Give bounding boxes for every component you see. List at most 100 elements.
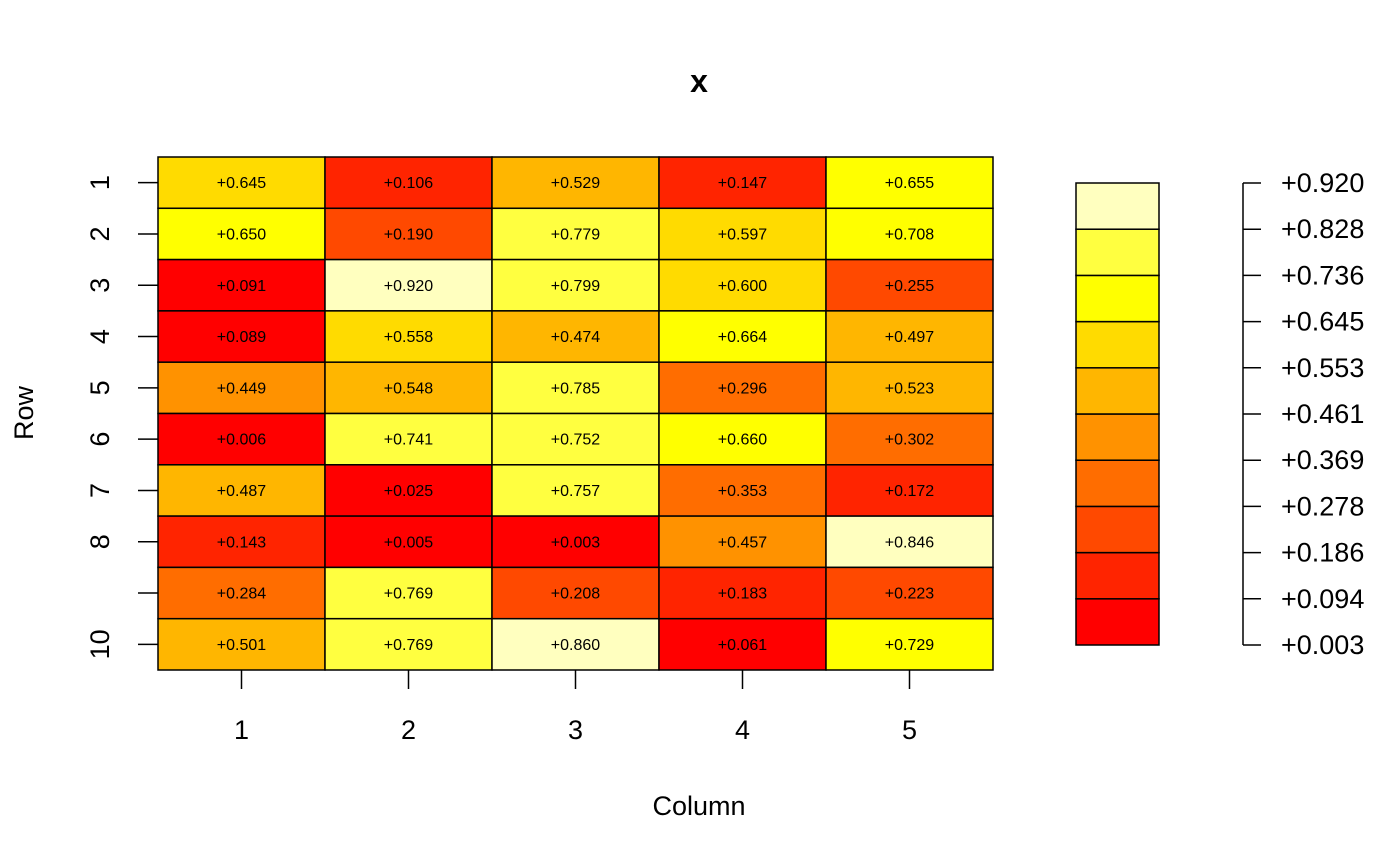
heatmap-cell: [658, 258, 827, 312]
x-axis-title: Column: [652, 791, 745, 821]
cell-value-label: +0.708: [885, 226, 934, 243]
cell-value-label: +0.172: [885, 483, 934, 500]
cell-value-label: +0.741: [384, 432, 433, 449]
x-tick-label: 3: [568, 715, 583, 745]
cell-value-label: +0.353: [718, 483, 767, 500]
color-scale-tick-label: +0.186: [1281, 538, 1364, 568]
heatmap-cell: [491, 566, 660, 620]
heatmap-cell: [157, 464, 326, 517]
cell-value-label: +0.650: [217, 226, 266, 243]
cell-value-label: +0.255: [885, 278, 934, 295]
y-tick-label: 5: [85, 380, 115, 395]
cell-value-label: +0.223: [885, 586, 934, 603]
color-scale-tick-label: +0.094: [1281, 584, 1364, 614]
heatmap-cell: [324, 361, 493, 415]
cell-value-label: +0.597: [718, 226, 767, 243]
cell-value-label: +0.757: [551, 483, 600, 500]
y-tick-label: 6: [85, 432, 115, 447]
color-scale-tick-label: +0.828: [1281, 214, 1364, 244]
cell-value-label: +0.752: [551, 432, 600, 449]
x-tick-label: 5: [902, 715, 917, 745]
cell-value-label: +0.147: [718, 175, 767, 192]
heatmap-cell: [324, 310, 493, 363]
cell-value-label: +0.600: [718, 278, 767, 295]
color-scale-swatch: [1075, 413, 1160, 461]
color-scale-swatch: [1075, 182, 1160, 230]
color-scale-swatch: [1075, 459, 1160, 508]
heatmap-cell: [491, 207, 660, 261]
color-scale-tick-label: +0.003: [1281, 630, 1364, 660]
color-scale-swatch: [1075, 505, 1160, 554]
cell-value-label: +0.501: [217, 637, 266, 654]
y-tick-label: 2: [85, 226, 115, 241]
cell-value-label: +0.655: [885, 175, 934, 192]
color-scale-tick-label: +0.736: [1281, 260, 1364, 290]
color-scale-swatch: [1075, 551, 1160, 600]
cell-value-label: +0.558: [384, 329, 433, 346]
heatmap-cell: [324, 515, 493, 569]
cell-value-label: +0.106: [384, 175, 433, 192]
cell-value-label: +0.664: [718, 329, 767, 346]
color-scale-swatch: [1075, 367, 1160, 415]
heatmap-cell: [825, 361, 994, 415]
cell-value-label: +0.548: [384, 380, 433, 397]
cell-value-label: +0.284: [217, 586, 266, 603]
y-tick-label: 10: [85, 629, 115, 659]
heatmap-cell: [658, 515, 827, 569]
heatmap-cell: [324, 156, 493, 210]
heatmap-cell: [157, 156, 326, 210]
heatmap-cell: [157, 617, 326, 671]
heatmap-cell: [491, 310, 660, 363]
cell-value-label: +0.729: [885, 637, 934, 654]
y-axis-title: Row: [9, 385, 39, 440]
heatmap-cell: [157, 515, 326, 569]
x-tick-label: 2: [401, 715, 416, 745]
cell-value-label: +0.457: [718, 534, 767, 551]
cell-value-label: +0.474: [551, 329, 600, 346]
color-scale-tick-label: +0.461: [1281, 399, 1364, 429]
cell-value-label: +0.449: [217, 380, 266, 397]
cell-value-label: +0.005: [384, 534, 433, 551]
cell-value-label: +0.091: [217, 278, 266, 295]
heatmap-cell: [825, 310, 994, 363]
heatmap-cells: +0.645 +0.106 +0.529 +0.147 +0.655 +0.650 +0.1…: [157, 156, 994, 671]
heatmap-cell: [491, 617, 660, 671]
cell-value-label: +0.208: [551, 586, 600, 603]
color-scale-tick-label: +0.553: [1281, 353, 1364, 383]
color-scale-legend: +0.003 +0.094 +0.186 +0.278 +0.369 +0.461 +0.5…: [1075, 168, 1364, 660]
color-scale-swatch: [1075, 320, 1160, 369]
heatmap-cell: [324, 617, 493, 671]
cell-value-label: +0.302: [885, 432, 934, 449]
color-scale-swatch: [1075, 598, 1160, 646]
cell-value-label: +0.190: [384, 226, 433, 243]
x-axis: 1 2 3 4 5: [234, 670, 917, 745]
color-scale-tick-label: +0.645: [1281, 307, 1364, 337]
heatmap-cell: [658, 617, 827, 671]
cell-value-label: +0.296: [718, 380, 767, 397]
cell-value-label: +0.061: [718, 637, 767, 654]
cell-value-label: +0.920: [384, 278, 433, 295]
heatmap-cell: [825, 617, 994, 671]
cell-value-label: +0.769: [384, 637, 433, 654]
y-tick-label: 1: [85, 175, 115, 190]
x-tick-label: 1: [234, 715, 249, 745]
y-tick-label: 8: [85, 534, 115, 549]
heatmap-cell: [825, 207, 994, 261]
y-tick-label: 3: [85, 278, 115, 293]
y-tick-label: 7: [85, 483, 115, 498]
chart-title: x: [690, 63, 708, 99]
cell-value-label: +0.523: [885, 380, 934, 397]
cell-value-label: +0.025: [384, 483, 433, 500]
heatmap-cell: [658, 310, 827, 363]
cell-value-label: +0.645: [217, 175, 266, 192]
cell-value-label: +0.846: [885, 534, 934, 551]
x-tick-label: 4: [735, 715, 750, 745]
heatmap-cell: [324, 566, 493, 620]
color-scale-swatch: [1075, 274, 1160, 323]
cell-value-label: +0.785: [551, 380, 600, 397]
cell-value-label: +0.799: [551, 278, 600, 295]
color-scale-swatch: [1075, 228, 1160, 277]
color-scale-tick-label: +0.920: [1281, 168, 1364, 198]
